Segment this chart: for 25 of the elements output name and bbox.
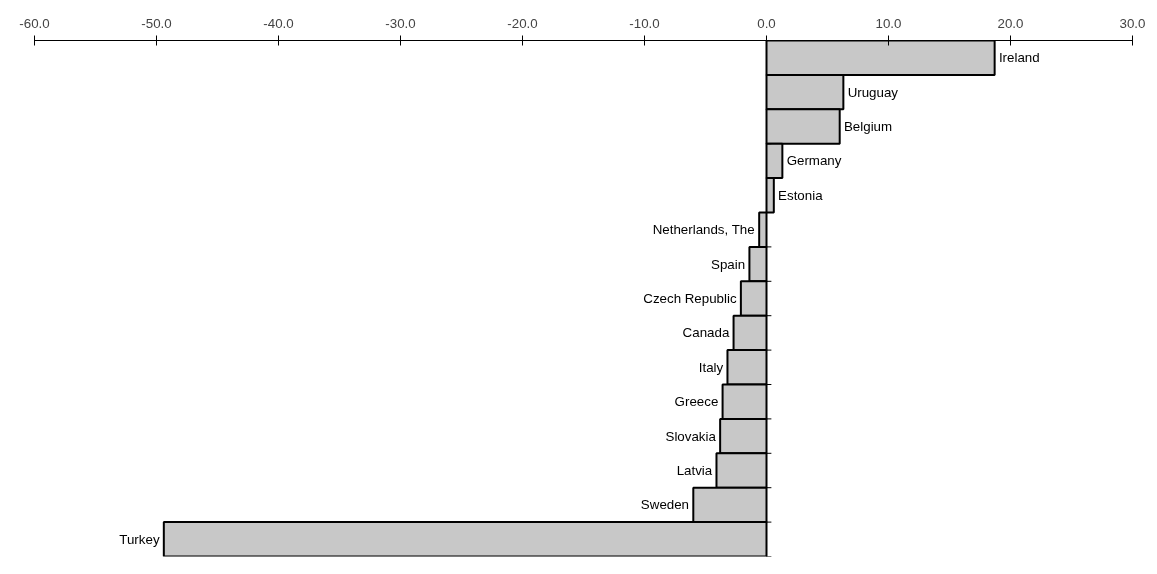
y-tick-label: Uruguay: [847, 84, 899, 100]
y-tick-label: Spain: [711, 256, 746, 272]
y-tick-label: Belgium: [843, 119, 893, 134]
y-tick-label: Greece: [674, 394, 719, 410]
x-tick-label: -10.0: [629, 15, 660, 31]
y-tick-label: Estonia: [778, 187, 824, 203]
x-tick-label: -30.0: [385, 15, 416, 31]
x-tick-label: 0.0: [757, 15, 776, 31]
y-tick-label: Turkey: [119, 531, 160, 547]
x-tick-label: -50.0: [141, 15, 172, 31]
y-tick-label: Latvia: [676, 463, 713, 478]
y-tick-label: Ireland: [998, 50, 1040, 66]
x-tick-label: -40.0: [263, 15, 294, 31]
x-tick-label: 30.0: [1119, 15, 1146, 31]
y-tick-label: Slovakia: [665, 428, 717, 444]
y-tick-label: Czech Republic: [643, 291, 737, 306]
x-tick-label: 10.0: [875, 15, 902, 31]
x-tick-label: 20.0: [997, 15, 1024, 31]
y-tick-label: Netherlands, The: [652, 222, 755, 238]
y-tick-label: Italy: [698, 359, 724, 375]
y-tick-label: Sweden: [640, 497, 690, 513]
x-tick-label: -60.0: [19, 15, 50, 31]
x-tick-label: -20.0: [507, 15, 538, 31]
y-tick-label: Germany: [786, 153, 842, 169]
y-tick-label: Canada: [682, 325, 730, 341]
